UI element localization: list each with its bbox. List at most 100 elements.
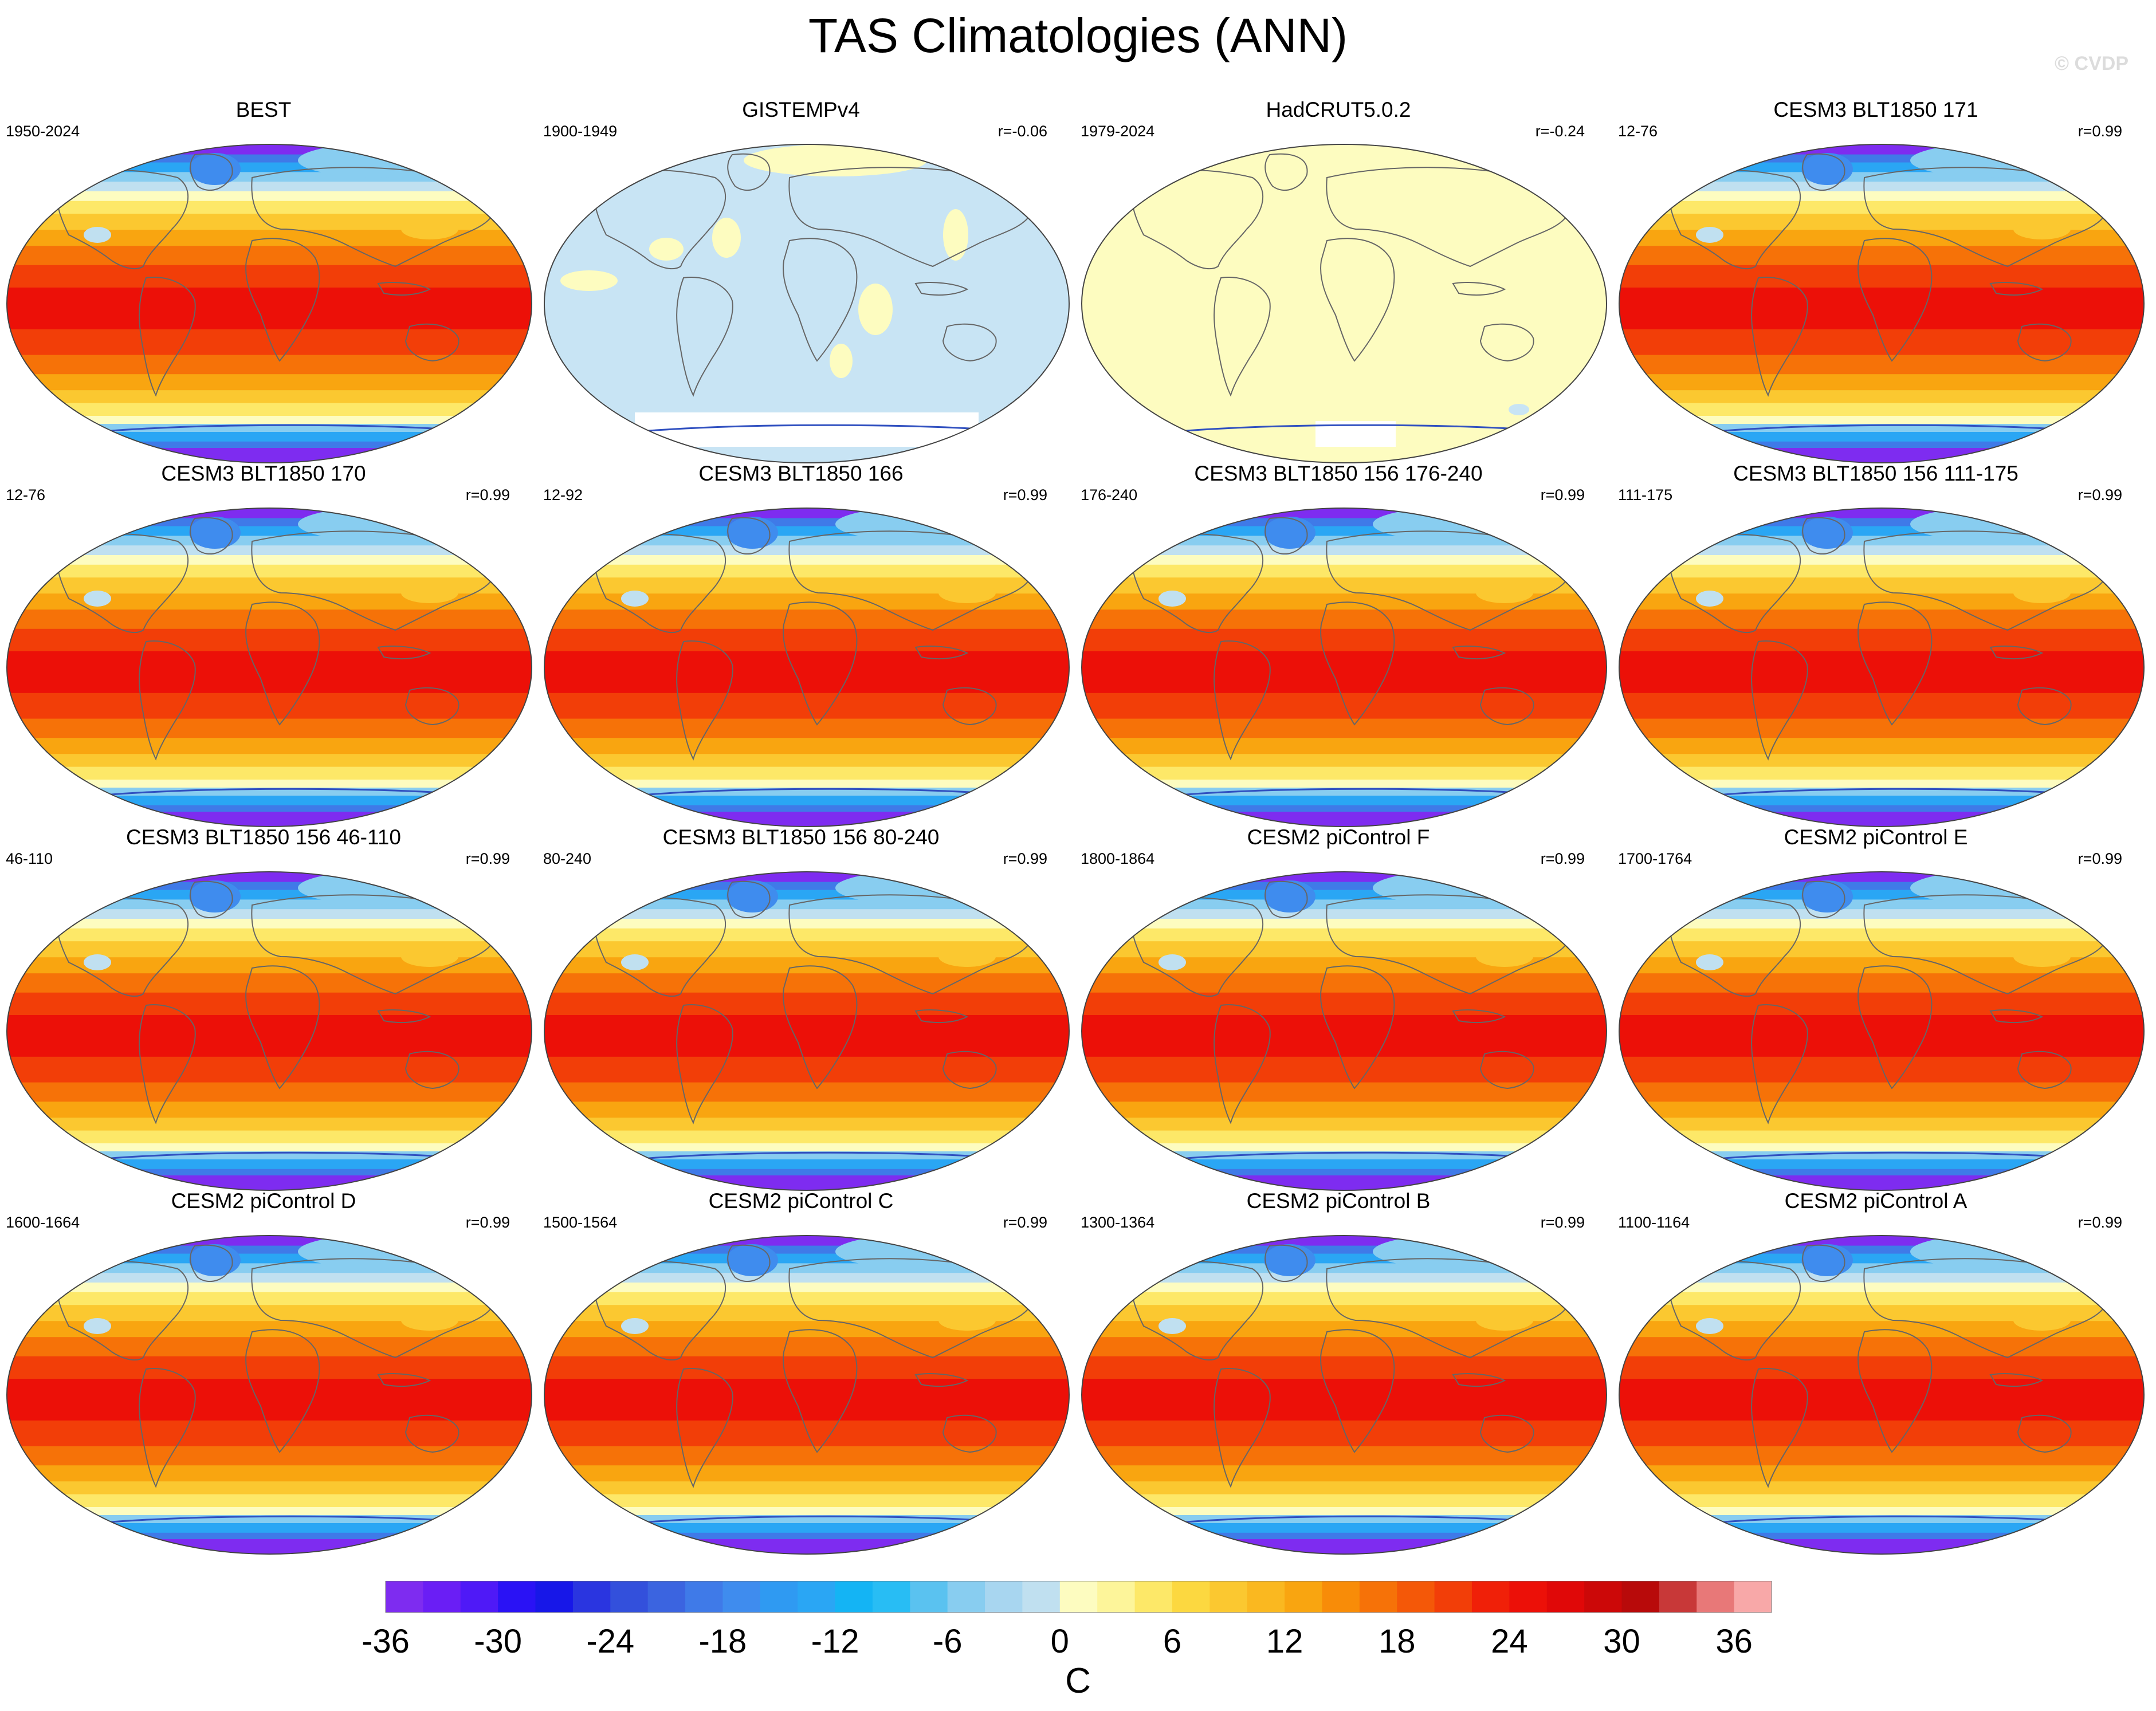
temperature-band [544, 1118, 1069, 1131]
temperature-band [544, 919, 1069, 929]
temperature-band [7, 754, 532, 768]
temperature-field [1082, 144, 1607, 463]
panel-period: 12-92 [543, 486, 583, 504]
temperature-band [544, 928, 1069, 942]
temperature-band [7, 403, 532, 416]
temperature-band [7, 200, 532, 215]
coastline [2017, 1051, 2072, 1089]
temperature-band [1082, 1532, 1607, 1540]
colorbar-swatch [910, 1581, 948, 1612]
temperature-band [7, 628, 532, 652]
coastline [783, 965, 858, 1089]
coastline [1264, 517, 1308, 555]
coastline [1320, 238, 1395, 362]
temperature-band [1082, 1245, 1607, 1254]
coastline [942, 1051, 997, 1089]
coastline [1668, 169, 1801, 270]
temperature-band [1082, 766, 1607, 780]
temperature-band [1619, 403, 2144, 416]
temperature-band [544, 909, 1069, 919]
temperature-band [544, 651, 1069, 694]
temperature-anomaly [1696, 591, 1723, 607]
coastline [91, 424, 453, 434]
panel-period: 1300-1364 [1081, 1214, 1155, 1231]
temperature-anomaly [1696, 227, 1723, 243]
coastline [788, 530, 1032, 631]
world-map [544, 508, 1070, 827]
temperature-band [1082, 1515, 1607, 1524]
panel-title: CESM2 piControl B [1246, 1189, 1431, 1213]
panel-title: CESM2 piControl C [708, 1189, 894, 1213]
coastline [1130, 1260, 1263, 1361]
temperature-anomaly [938, 1310, 996, 1331]
coastline [727, 517, 771, 555]
temperature-band [1619, 200, 2144, 215]
temperature-anomaly [2013, 1310, 2071, 1331]
panel-title: GISTEMPv4 [742, 98, 860, 121]
temperature-band [1619, 154, 2144, 163]
panel-title: CESM3 BLT1850 170 [161, 462, 366, 485]
temperature-band [1082, 1337, 1607, 1357]
coastline [1802, 880, 1845, 919]
map-outline [544, 144, 1070, 463]
temperature-band [7, 788, 532, 796]
temperature-band [1619, 1292, 2144, 1306]
map-outline [1081, 871, 1607, 1191]
world-map [1081, 1235, 1607, 1555]
coastline [676, 1368, 733, 1488]
coastline [1264, 153, 1308, 191]
temperature-band [1082, 1446, 1607, 1466]
coastline [1452, 646, 1506, 660]
coastline [1452, 1373, 1506, 1387]
map-outline [1619, 508, 2145, 827]
temperature-anomaly [401, 946, 458, 967]
world-map [544, 871, 1070, 1191]
temperature-band [1619, 628, 2144, 652]
coastline [1166, 1151, 1528, 1161]
coastline [1863, 894, 2107, 995]
temperature-band [7, 1379, 532, 1421]
coastline [1989, 1373, 2044, 1387]
temperature-anomaly [621, 954, 649, 970]
temperature-anomaly [2013, 219, 2071, 239]
temperature-band [1082, 788, 1607, 796]
world-map [6, 144, 532, 463]
colorbar-swatch [1359, 1581, 1397, 1612]
panel-correlation: r=0.99 [1003, 486, 1047, 504]
temperature-band [7, 1118, 532, 1131]
temperature-band [1619, 992, 2144, 1016]
panel-period: 1100-1164 [1618, 1214, 1690, 1231]
temperature-band [1619, 882, 2144, 891]
temperature-band [544, 718, 1069, 739]
temperature-band [544, 1082, 1069, 1103]
temperature-band [7, 651, 532, 694]
temperature-band [1082, 609, 1607, 630]
temperature-band [7, 518, 532, 527]
colorbar-swatch [386, 1581, 423, 1612]
colorbar-swatch [985, 1581, 1023, 1612]
temperature-anomaly [943, 209, 968, 261]
panel-correlation: r=0.99 [2078, 486, 2122, 504]
coastline [942, 1414, 997, 1453]
temperature-band [1082, 1169, 1607, 1176]
temperature-band [544, 1273, 1069, 1283]
temperature-band [544, 1151, 1069, 1160]
coastline [727, 1244, 771, 1283]
temperature-band [1082, 872, 1607, 883]
figure-title: TAS Climatologies (ANN) [808, 9, 1348, 62]
temperature-band [7, 1356, 532, 1379]
map-outline [544, 871, 1070, 1191]
map-panel: BEST 1950-2024 [0, 97, 532, 463]
temperature-band [1082, 651, 1607, 694]
coastline [1326, 1258, 1569, 1359]
temperature-band [7, 1465, 532, 1482]
coastline [56, 169, 188, 270]
temperature-band [1082, 1143, 1607, 1152]
temperature-band [1619, 1356, 2144, 1379]
panel-period: 1500-1564 [543, 1214, 618, 1231]
temperature-band [7, 1494, 532, 1508]
colorbar-swatch [1471, 1581, 1510, 1612]
panel-correlation: r=0.99 [1003, 1214, 1047, 1231]
coastline [139, 277, 196, 397]
colorbar-swatch [1247, 1581, 1285, 1612]
